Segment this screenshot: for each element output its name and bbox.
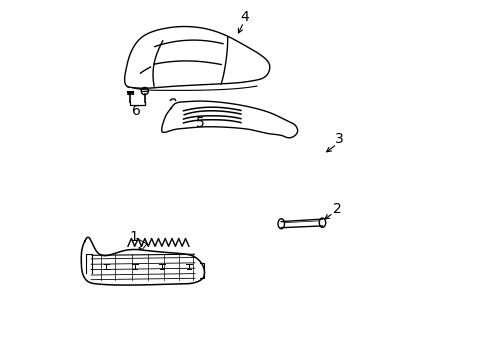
Text: 5: 5	[196, 116, 204, 130]
Text: 6: 6	[132, 104, 141, 118]
Text: 4: 4	[240, 10, 248, 24]
Text: 1: 1	[129, 230, 138, 244]
Text: 2: 2	[333, 202, 342, 216]
Text: 3: 3	[334, 132, 343, 146]
